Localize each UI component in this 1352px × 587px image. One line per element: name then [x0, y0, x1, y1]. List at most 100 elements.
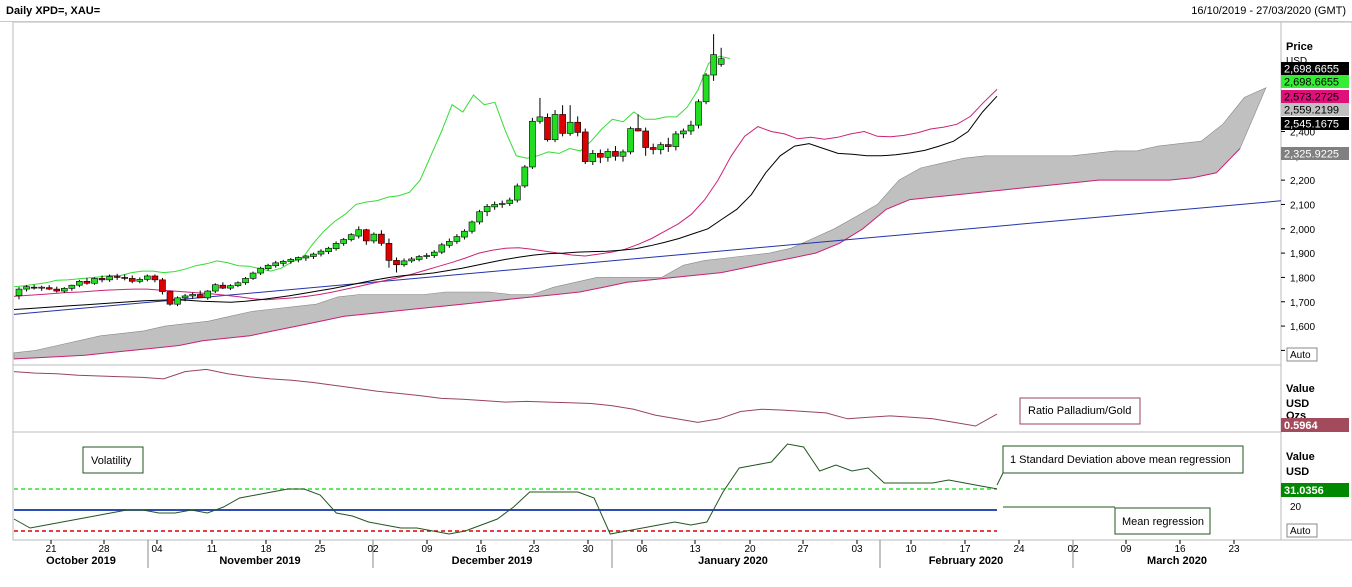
candle[interactable] — [664, 137, 672, 152]
candle[interactable] — [483, 203, 491, 217]
candle[interactable] — [257, 266, 264, 275]
candle[interactable] — [219, 282, 227, 290]
candle[interactable] — [378, 230, 385, 246]
candle[interactable] — [234, 281, 242, 288]
candle[interactable] — [15, 287, 23, 300]
candle[interactable] — [83, 277, 91, 285]
candle[interactable] — [468, 220, 476, 234]
candle[interactable] — [212, 283, 219, 293]
candle[interactable] — [196, 290, 204, 299]
candle[interactable] — [45, 285, 53, 291]
price-panel[interactable] — [12, 22, 1282, 366]
candle[interactable] — [581, 128, 589, 165]
candle[interactable] — [272, 260, 280, 268]
candle[interactable] — [446, 238, 453, 248]
candle[interactable] — [393, 257, 400, 273]
candle[interactable] — [498, 200, 506, 208]
candle[interactable] — [491, 201, 498, 210]
candle[interactable] — [355, 226, 363, 239]
candle[interactable] — [340, 238, 347, 246]
candle[interactable] — [612, 146, 619, 161]
candle[interactable] — [521, 165, 529, 188]
candle[interactable] — [559, 105, 566, 137]
vol-auto-button[interactable] — [1286, 523, 1318, 538]
candle[interactable] — [287, 257, 295, 264]
candle[interactable] — [295, 256, 302, 263]
candle[interactable] — [597, 149, 604, 164]
candle[interactable] — [574, 116, 582, 137]
candle[interactable] — [506, 197, 514, 206]
candle[interactable] — [566, 105, 574, 136]
candle[interactable] — [106, 274, 113, 282]
candle[interactable] — [710, 34, 717, 81]
candle[interactable] — [91, 277, 98, 285]
candle[interactable] — [264, 263, 272, 271]
candle[interactable] — [242, 276, 249, 285]
candle[interactable] — [53, 286, 61, 293]
candle[interactable] — [657, 142, 665, 155]
candle[interactable] — [249, 271, 257, 280]
candle[interactable] — [136, 277, 144, 284]
candle[interactable] — [476, 209, 483, 225]
candle[interactable] — [317, 249, 325, 257]
candle[interactable] — [332, 241, 340, 251]
candle[interactable] — [423, 253, 431, 259]
candle[interactable] — [151, 274, 159, 283]
candle[interactable] — [166, 290, 174, 306]
candle[interactable] — [589, 149, 597, 166]
candle[interactable] — [385, 238, 393, 268]
candle[interactable] — [400, 258, 408, 267]
candle[interactable] — [702, 73, 710, 105]
date-range[interactable]: 16/10/2019 - 27/03/2020 (GMT) — [1191, 5, 1346, 17]
candle[interactable] — [536, 97, 544, 124]
candle[interactable] — [60, 287, 68, 293]
candle[interactable] — [438, 242, 446, 255]
candle[interactable] — [627, 126, 634, 155]
candle[interactable] — [128, 275, 136, 284]
candle[interactable] — [513, 183, 521, 203]
candle[interactable] — [113, 273, 121, 280]
candle[interactable] — [453, 234, 461, 244]
price-auto-button[interactable] — [1286, 347, 1318, 362]
candle[interactable] — [544, 113, 551, 142]
candle[interactable] — [634, 114, 642, 132]
candle[interactable] — [204, 290, 212, 300]
candle[interactable] — [408, 256, 415, 263]
candle[interactable] — [347, 233, 355, 242]
candle[interactable] — [76, 279, 83, 288]
candle[interactable] — [461, 229, 468, 240]
candle[interactable] — [672, 130, 680, 151]
candle[interactable] — [144, 274, 151, 282]
chart-canvas[interactable]: Price USD 2,4002,3002,2002,1002,0001,900… — [0, 22, 1352, 587]
candle[interactable] — [529, 117, 536, 169]
candle[interactable] — [430, 250, 438, 258]
candle[interactable] — [325, 246, 332, 255]
candle[interactable] — [687, 120, 695, 135]
candle[interactable] — [23, 285, 30, 292]
time-axis[interactable]: 21 28 04 11 18 25 02 09 16 23 30 06 13 20 27 03 10 17 24 02… — [45, 540, 1240, 568]
candle[interactable] — [98, 275, 106, 283]
candle[interactable] — [121, 274, 128, 281]
candle[interactable] — [680, 128, 687, 139]
candle[interactable] — [415, 255, 423, 262]
candle[interactable] — [227, 284, 234, 291]
candle[interactable] — [159, 277, 166, 295]
candle[interactable] — [174, 296, 181, 307]
candle[interactable] — [279, 259, 287, 267]
candle[interactable] — [717, 47, 725, 67]
candle[interactable] — [642, 127, 649, 156]
candle[interactable] — [370, 232, 378, 244]
candle[interactable] — [302, 255, 310, 261]
candle[interactable] — [68, 284, 76, 291]
candle[interactable] — [310, 252, 317, 259]
candle[interactable] — [695, 99, 702, 129]
candle[interactable] — [649, 143, 657, 155]
candle[interactable] — [30, 284, 38, 290]
candle[interactable] — [551, 110, 559, 143]
candle[interactable] — [189, 292, 196, 299]
candle[interactable] — [38, 285, 45, 291]
candle[interactable] — [181, 293, 189, 302]
candle[interactable] — [604, 148, 612, 162]
candle[interactable] — [619, 149, 627, 162]
candle[interactable] — [362, 228, 370, 245]
